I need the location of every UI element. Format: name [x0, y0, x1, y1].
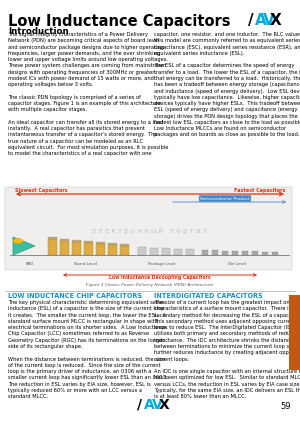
Text: X: X — [270, 13, 282, 28]
Bar — [232, 251, 238, 255]
Text: /: / — [248, 13, 254, 28]
Bar — [212, 250, 218, 255]
Bar — [5, 187, 292, 270]
Text: э л е к т р о н н ы й   п о р т а л: э л е к т р о н н ы й п о р т а л — [92, 227, 208, 234]
Bar — [174, 249, 182, 255]
Text: The size of a current loop has the greatest impact on the ESL
characteristics of: The size of a current loop has the great… — [154, 300, 300, 399]
Bar — [72, 242, 81, 255]
Text: Slowest Capacitors: Slowest Capacitors — [15, 187, 68, 193]
Text: capacitor, one resistor, and one inductor.  The RLC values in
this model are com: capacitor, one resistor, and one inducto… — [154, 32, 300, 137]
Text: A: A — [255, 13, 267, 28]
Bar — [84, 241, 93, 243]
Text: Figure 1 Classic Power Delivery Network (PDN) Architecture: Figure 1 Classic Power Delivery Network … — [86, 283, 214, 287]
Bar — [162, 248, 170, 255]
Bar — [96, 244, 105, 255]
Text: Package Level: Package Level — [148, 262, 176, 266]
Text: Introduction: Introduction — [8, 27, 69, 36]
Bar — [108, 245, 117, 255]
Text: Semiconductor Product: Semiconductor Product — [200, 196, 250, 201]
Text: Board Level: Board Level — [74, 262, 96, 266]
Bar — [272, 252, 278, 255]
Bar — [72, 240, 81, 242]
Bar — [262, 252, 268, 255]
Text: V: V — [152, 398, 163, 412]
Text: INTERDIGITATED CAPACITORS: INTERDIGITATED CAPACITORS — [154, 293, 263, 299]
Bar — [48, 239, 57, 255]
Text: /: / — [137, 398, 142, 412]
Text: Die Level: Die Level — [228, 262, 246, 266]
Bar — [120, 246, 129, 255]
Bar — [242, 251, 248, 255]
Bar — [202, 250, 208, 255]
Text: V: V — [263, 13, 275, 28]
Text: Low Inductance Decoupling Capacitors: Low Inductance Decoupling Capacitors — [109, 275, 211, 281]
Bar — [84, 243, 93, 255]
Text: Fastest Capacitors: Fastest Capacitors — [234, 187, 285, 193]
Text: 59: 59 — [280, 402, 291, 411]
Text: The signal integrity characteristics of a Power Delivery
Network (PDN) are becom: The signal integrity characteristics of … — [8, 32, 168, 156]
Text: LOW INDUCTANCE CHIP CAPACITORS: LOW INDUCTANCE CHIP CAPACITORS — [8, 293, 142, 299]
Bar — [108, 243, 117, 245]
Text: X: X — [159, 398, 170, 412]
Bar — [289, 295, 300, 370]
Bar — [186, 249, 194, 255]
Bar — [60, 241, 69, 255]
Text: BRD: BRD — [26, 262, 34, 266]
Text: Low Inductance Capacitors: Low Inductance Capacitors — [8, 14, 230, 29]
Bar — [222, 251, 228, 255]
Bar — [138, 247, 146, 255]
Bar — [252, 251, 258, 255]
Polygon shape — [13, 237, 35, 255]
Bar — [150, 248, 158, 255]
Text: A: A — [144, 398, 155, 412]
Bar — [60, 239, 69, 241]
Bar — [96, 242, 105, 244]
Ellipse shape — [13, 238, 23, 244]
Bar — [120, 244, 129, 246]
Text: The key physical characteristic determining equivalent series
inductance (ESL) o: The key physical characteristic determin… — [8, 300, 167, 399]
Bar — [48, 237, 57, 239]
